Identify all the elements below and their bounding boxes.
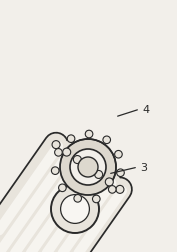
Circle shape [78,158,98,177]
Circle shape [52,141,60,149]
Circle shape [116,186,124,194]
Circle shape [74,195,81,202]
Circle shape [117,169,124,177]
Circle shape [103,137,110,144]
Text: 3: 3 [140,162,147,172]
Text: 4: 4 [142,105,149,115]
Circle shape [51,185,99,233]
Circle shape [115,151,122,159]
Circle shape [51,167,59,175]
Circle shape [84,163,92,171]
Circle shape [73,156,81,164]
Circle shape [95,171,103,179]
Circle shape [109,186,116,194]
Circle shape [60,139,116,195]
Circle shape [85,131,93,138]
Circle shape [63,148,71,156]
Circle shape [105,178,113,186]
Circle shape [70,149,106,185]
Circle shape [55,149,62,156]
Circle shape [93,195,100,203]
Circle shape [61,195,89,224]
Circle shape [59,184,66,192]
Circle shape [67,135,75,143]
